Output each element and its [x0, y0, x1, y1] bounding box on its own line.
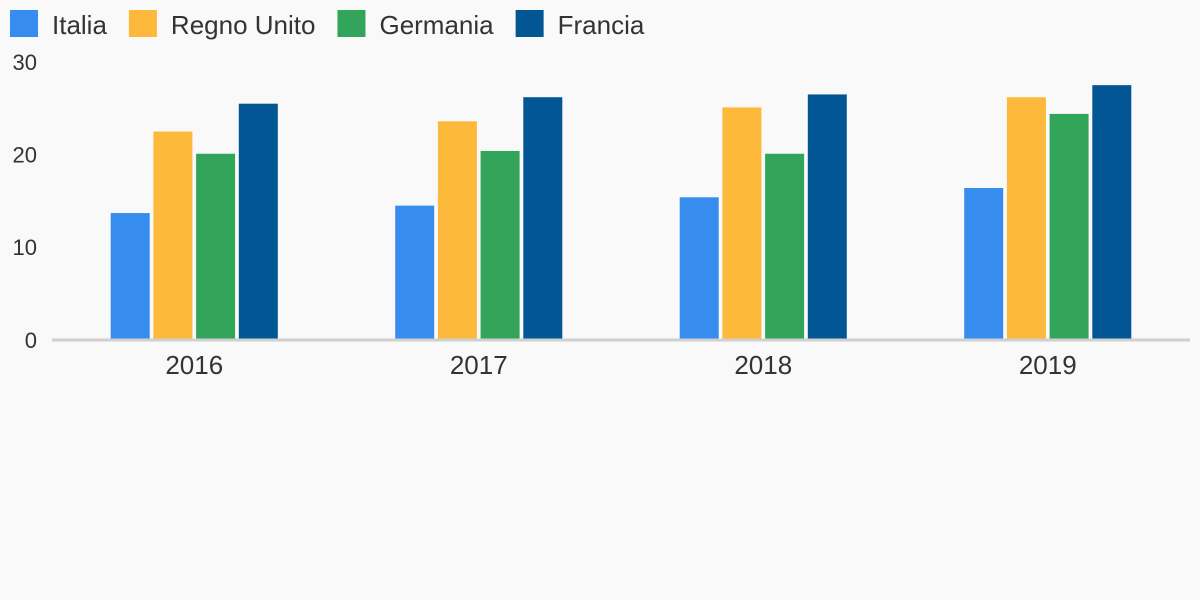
legend-swatch: [515, 10, 544, 37]
bar: [437, 121, 477, 340]
bar: [807, 94, 847, 340]
x-tick-label: 2019: [1019, 350, 1077, 380]
bar: [722, 107, 762, 340]
legend-label: Germania: [379, 10, 494, 40]
bar: [110, 213, 150, 340]
bar: [238, 103, 278, 340]
y-tick-label: 10: [13, 235, 37, 260]
y-tick-label: 0: [25, 328, 37, 353]
legend-label: Francia: [558, 10, 645, 40]
bar: [765, 153, 805, 340]
legend-label: Regno Unito: [171, 10, 316, 40]
bar: [153, 131, 193, 340]
bar: [196, 153, 236, 340]
x-tick-label: 2017: [450, 350, 508, 380]
bar: [395, 205, 435, 340]
bar: [964, 188, 1004, 340]
y-tick-label: 20: [13, 142, 37, 167]
bar: [480, 150, 520, 340]
legend-swatch: [337, 10, 366, 37]
y-tick-label: 30: [13, 50, 37, 75]
legend-label: Italia: [52, 10, 107, 40]
x-tick-label: 2016: [165, 350, 223, 380]
bar: [1049, 113, 1089, 340]
legend-swatch: [128, 10, 157, 37]
bar: [1092, 85, 1132, 341]
bar: [679, 197, 719, 340]
bar: [523, 97, 563, 340]
legend-swatch: [10, 10, 38, 37]
x-tick-label: 2018: [734, 350, 792, 380]
bar: [1006, 97, 1046, 340]
